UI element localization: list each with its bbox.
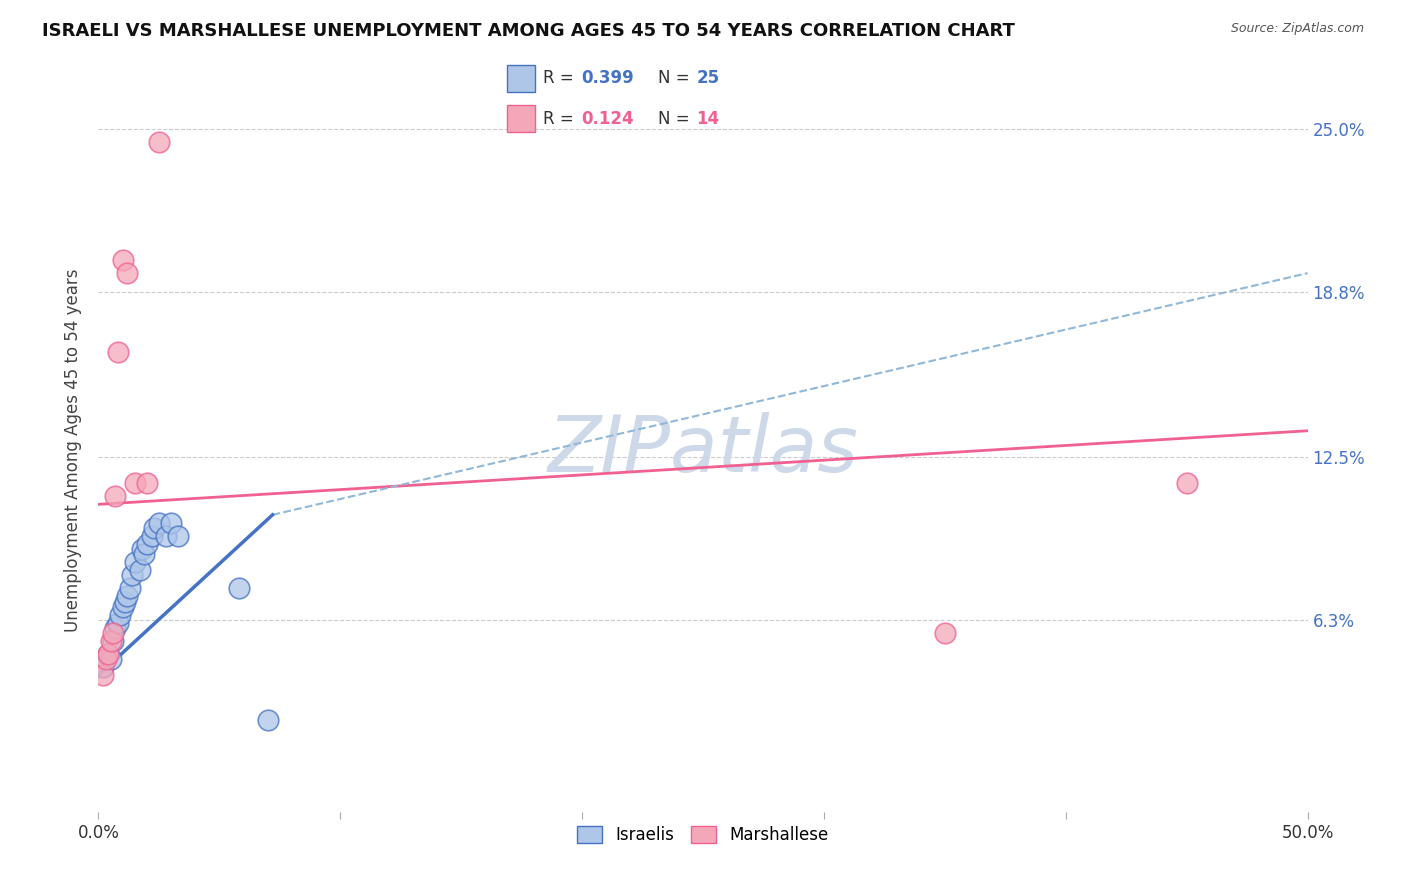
Point [107,345,129,359]
Point [97,647,120,661]
Point [111,599,134,614]
Y-axis label: Unemployment Among Ages 45 to 54 years: Unemployment Among Ages 45 to 54 years [63,268,82,632]
Point [117,589,139,603]
Point [111,252,134,267]
Point [97,647,120,661]
Text: R =: R = [543,70,579,87]
Point [100,634,122,648]
Point [101,626,124,640]
Point [148,516,170,530]
Text: 0.399: 0.399 [582,70,634,87]
Point [160,516,183,530]
Point [228,582,250,596]
Point [135,476,157,491]
Text: ISRAELI VS MARSHALLESE UNEMPLOYMENT AMONG AGES 45 TO 54 YEARS CORRELATION CHART: ISRAELI VS MARSHALLESE UNEMPLOYMENT AMON… [42,22,1015,40]
Bar [508,105,534,132]
Legend: Israelis, Marshallese: Israelis, Marshallese [571,819,835,850]
Point [107,615,129,630]
Point [117,266,139,280]
Point [934,626,956,640]
Point [104,490,127,504]
Point [124,555,146,569]
Text: Source: ZipAtlas.com: Source: ZipAtlas.com [1230,22,1364,36]
Point [118,582,141,596]
Point [100,652,122,666]
Point [91,668,114,682]
Point [121,568,143,582]
Text: 0.124: 0.124 [582,110,634,128]
Point [131,541,153,556]
Point [167,529,190,543]
Point [1175,476,1198,491]
Point [94,652,117,666]
Point [134,547,156,561]
Bar [508,65,534,92]
Point [91,660,114,674]
Point [101,634,124,648]
Point [148,135,170,149]
Point [143,521,166,535]
Text: N =: N = [658,70,695,87]
Point [155,529,177,543]
Text: R =: R = [543,110,579,128]
Point [104,621,127,635]
Point [108,607,131,622]
Point [141,529,163,543]
Text: 14: 14 [696,110,720,128]
Point [124,476,146,491]
Text: 25: 25 [696,70,720,87]
Text: ZIPatlas: ZIPatlas [547,412,859,489]
Point [114,594,136,608]
Point [256,713,278,727]
Point [135,537,157,551]
Point [128,563,150,577]
Text: N =: N = [658,110,695,128]
